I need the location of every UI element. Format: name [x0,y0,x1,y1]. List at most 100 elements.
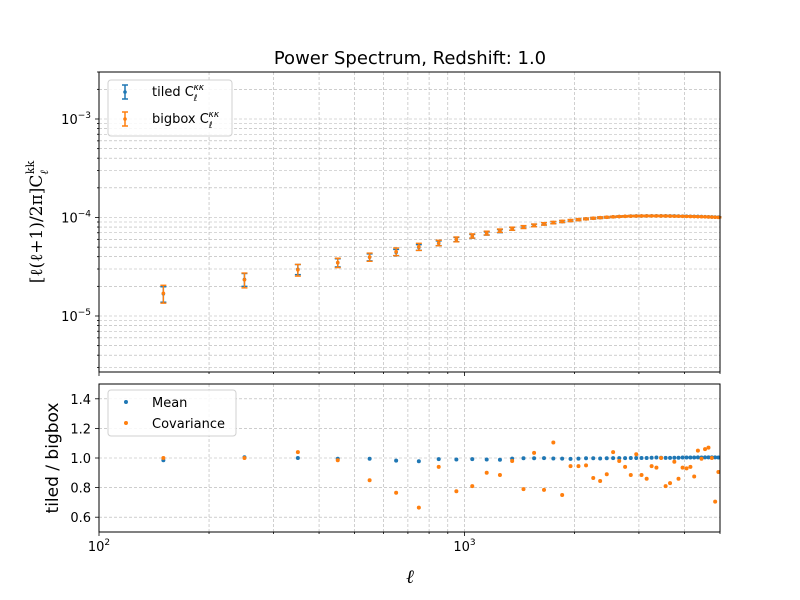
ratio-point [639,473,644,478]
data-point [654,214,659,218]
ratio-point [654,455,659,460]
data-point [584,217,588,221]
bottom-panel-grid [98,384,721,532]
errorbar-point [509,226,516,231]
ratio-point [394,490,399,495]
ratio-point [703,447,708,452]
data-point [611,215,615,219]
ratio-point [591,475,596,480]
data-point [568,218,573,223]
top-panel-plot [160,213,722,304]
ratio-point [436,464,441,469]
ratio-point [521,487,526,492]
ratio-point [470,484,475,489]
ratio-point [295,450,300,455]
errorbar-point [496,228,503,234]
data-point [591,216,596,221]
legend-label-mean: Mean [152,396,187,411]
data-point [484,231,489,235]
ratio-point [484,457,489,462]
data-point [634,214,639,218]
data-point [628,214,633,218]
legend-marker-covariance [124,421,128,425]
ratio-point [644,456,649,460]
errorbar-point [638,214,645,218]
ratio-point [709,456,714,460]
errorbar-point [393,247,400,257]
errorbar-point [603,215,610,220]
ratio-point [242,456,247,460]
errorbar-point [415,242,422,252]
ratio-point [716,455,721,460]
ratio-point [684,466,689,471]
data-point [296,268,300,272]
ratio-point [161,456,166,460]
bottom-panel-plot [161,440,721,510]
ratio-point [623,464,628,469]
data-point [436,241,441,245]
data-point [551,220,556,225]
ratio-point [568,464,573,469]
ratio-point [688,464,693,469]
x-tick-label: 102 [88,538,110,555]
ratio-point [668,455,673,460]
errorbar-point [567,218,574,223]
data-point [649,214,654,218]
bottom-panel-axes: 102 103 0.6 0.8 1.0 1.2 1.4 [70,393,721,555]
ratio-point [695,448,700,453]
ratio-point [551,440,556,445]
ratio-point [510,458,515,463]
errorbar-point [559,219,566,224]
ratio-point [470,457,475,462]
ratio-point [634,452,639,457]
ratio-point [680,455,685,460]
top-y-tick-label: 10−4 [61,209,91,226]
ratio-point [668,481,673,486]
x-axis-label: ℓ [406,566,414,588]
ratio-point [659,456,664,460]
legend-label-bigbox: bigbox Cℓκκ [152,110,220,131]
errorbar-point [469,233,476,239]
errorbar-point [435,239,442,247]
legend-label-covariance: Covariance [152,417,225,432]
ratio-point [367,456,372,461]
data-point [576,217,581,222]
ratio-point [617,456,622,461]
ratio-point [497,473,502,478]
data-point [604,215,609,220]
ratio-point [628,456,633,460]
ratio-point [604,472,609,477]
ratio-point [584,463,589,468]
ratio-point [695,455,700,460]
top-panel-grid [98,71,721,372]
data-point [470,234,475,238]
ratio-point [416,459,421,464]
top-legend-box [107,79,233,137]
top-y-tick-label: 10−3 [61,111,91,128]
ratio-point [639,456,644,460]
ratio-point [649,464,654,469]
x-tick-label: 103 [453,538,475,555]
ratio-point [703,455,708,460]
errorbar-point [667,214,674,218]
errorbar-point [633,214,640,218]
data-point [659,214,663,218]
ratio-point [611,456,616,461]
ratio-point [598,456,603,461]
ratio-point [716,470,721,475]
ratio-point [484,470,489,475]
errorbar-point [241,272,248,289]
errorbar-point [616,214,623,219]
data-point [644,214,649,218]
errorbar-point [550,220,557,225]
ratio-point [684,455,689,460]
errorbar-point [610,215,617,219]
ratio-point [591,456,596,461]
data-point [521,225,526,229]
series-bigbox [160,214,722,304]
ratio-point [692,455,697,460]
top-legend: tiled Cℓκκ bigbox Cℓκκ [107,79,233,137]
data-point [335,260,340,265]
data-point [510,226,514,231]
